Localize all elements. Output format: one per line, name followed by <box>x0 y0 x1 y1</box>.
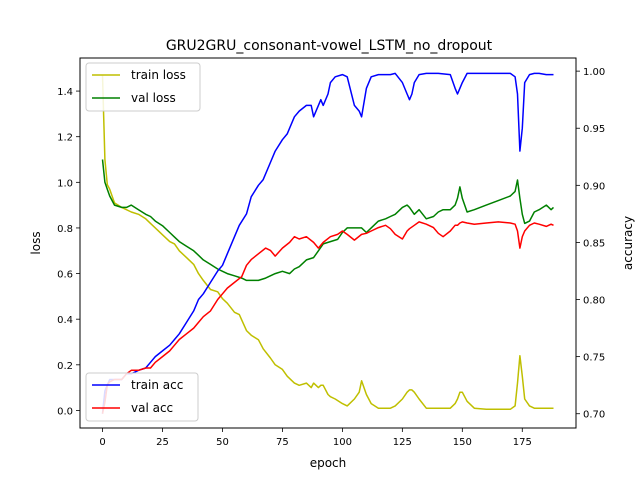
y-axis-right-label: accuracy <box>621 216 635 270</box>
y-left-tick-label: 0.6 <box>57 270 73 281</box>
legend-label-train-acc: train acc <box>131 378 183 392</box>
series-line-train-acc <box>101 72 554 414</box>
legend-label-val-acc: val acc <box>131 401 173 415</box>
y-axis-left: 0.0 0.2 0.4 0.6 0.8 1.0 1.2 1.4 <box>57 87 80 417</box>
y-left-tick-label: 1.0 <box>57 178 73 189</box>
x-tick-label: 100 <box>333 437 352 448</box>
series-line-val-loss <box>101 159 555 282</box>
plot-frame <box>79 57 577 429</box>
y-right-tick-label: 0.70 <box>583 410 605 421</box>
y-right-tick-label: 0.90 <box>583 181 605 192</box>
x-tick-label: 175 <box>513 437 532 448</box>
y-left-tick-label: 0.0 <box>57 406 73 417</box>
chart-title: GRU2GRU_consonant-vowel_LSTM_no_dropout <box>166 38 493 54</box>
y-right-tick-label: 1.00 <box>583 67 605 78</box>
y-right-tick-label: 0.80 <box>583 296 605 307</box>
series-line-val-acc <box>101 221 554 414</box>
legend-accuracy: train acc val acc <box>85 372 199 422</box>
y-right-tick-label: 0.95 <box>583 124 605 135</box>
y-axis-left-label: loss <box>29 231 43 254</box>
y-left-tick-label: 0.8 <box>57 224 73 235</box>
x-axis: 0 25 50 75 100 125 150 175 <box>99 428 532 448</box>
y-left-tick-label: 0.2 <box>57 361 73 372</box>
y-left-tick-label: 0.4 <box>57 315 73 326</box>
legend-label-train-loss: train loss <box>131 68 186 82</box>
series-line-train-loss <box>101 75 554 411</box>
x-tick-label: 25 <box>156 437 169 448</box>
series-layer <box>101 72 555 414</box>
legend-label-val-loss: val loss <box>131 91 176 105</box>
x-tick-label: 50 <box>216 437 229 448</box>
y-left-tick-label: 1.4 <box>57 87 73 98</box>
y-axis-right: 0.70 0.75 0.80 0.85 0.90 0.95 1.00 <box>576 67 605 421</box>
x-tick-label: 125 <box>393 437 412 448</box>
y-right-tick-label: 0.85 <box>583 238 605 249</box>
x-axis-label: epoch <box>310 456 347 470</box>
y-left-tick-label: 1.2 <box>57 133 73 144</box>
legend-loss: train loss val loss <box>85 62 201 112</box>
x-tick-label: 0 <box>99 437 105 448</box>
y-right-tick-label: 0.75 <box>583 353 605 364</box>
x-tick-label: 75 <box>276 437 289 448</box>
x-tick-label: 150 <box>453 437 472 448</box>
